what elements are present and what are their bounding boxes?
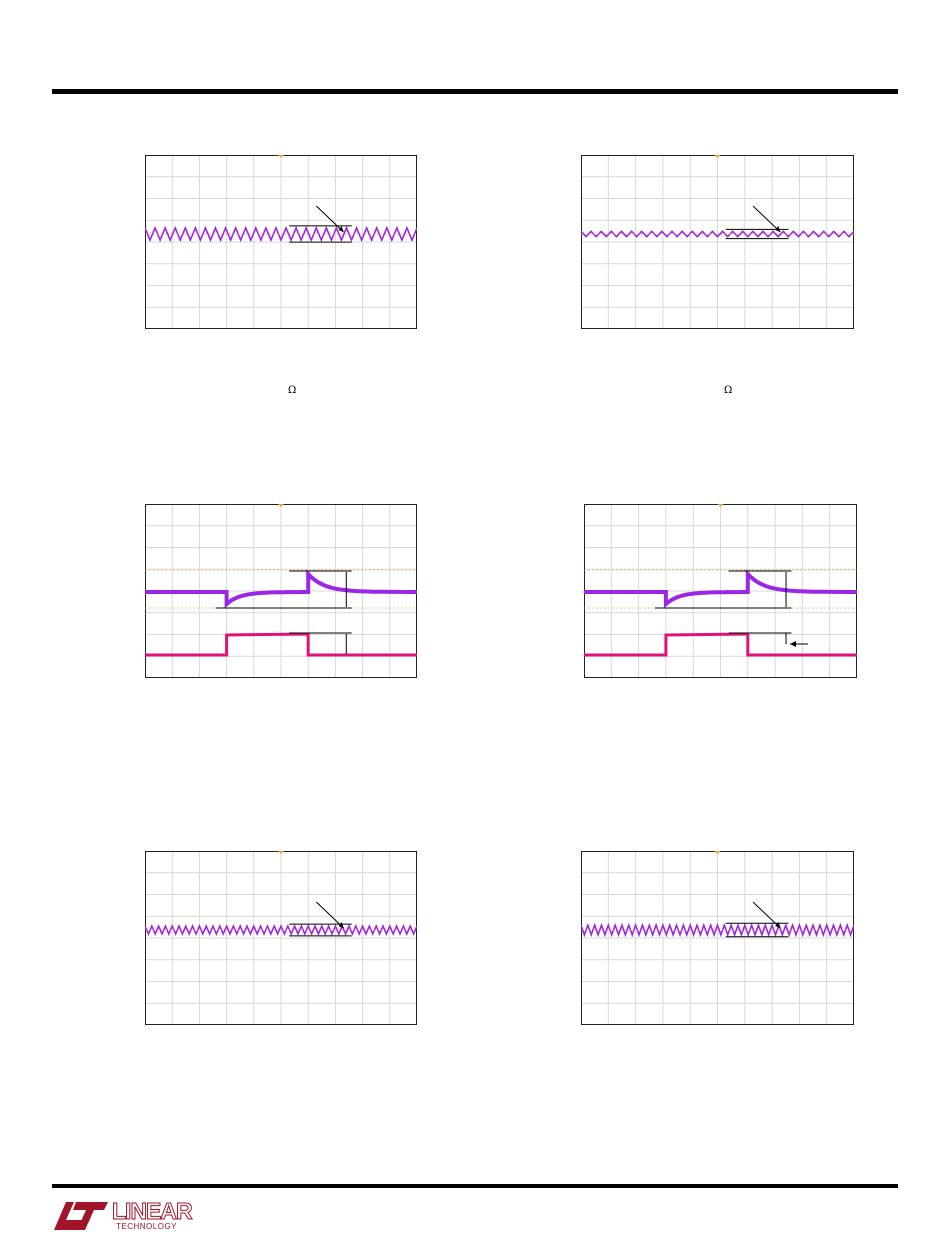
callout-arrowhead (338, 226, 344, 232)
scope-ripple-top-right-svg (581, 155, 854, 329)
trigger-marker (717, 504, 724, 507)
load-current-trace (145, 632, 417, 657)
caption-omega-left: Ω (288, 385, 297, 396)
pointer-arrowhead (790, 641, 797, 647)
linear-technology-logo: LINEAR TECHNOLOGY (52, 1196, 193, 1236)
caption-omega-right: Ω (724, 385, 733, 396)
load-current-trace (584, 632, 857, 657)
callout-pointer (752, 901, 781, 929)
callout-pointer (316, 205, 344, 233)
output-voltage-trace (584, 568, 857, 609)
header-rule (52, 89, 898, 94)
brand-wordmark: LINEAR (112, 1198, 194, 1224)
callout-arrowhead (775, 922, 781, 928)
lt-logo-mark-icon (54, 1202, 108, 1230)
output-voltage-trace (145, 568, 417, 609)
scope-transient-right (584, 504, 857, 678)
ripple-trace (145, 225, 417, 243)
ripple-trace (581, 922, 854, 938)
scope-ripple-bottom-left (145, 851, 417, 1025)
callout-arrowhead (775, 226, 781, 232)
scope-transient-right-svg (584, 504, 857, 678)
scope-ripple-top-right (581, 155, 854, 329)
ripple-trace (581, 230, 854, 238)
trigger-marker (278, 504, 284, 507)
scope-transient-left (145, 504, 417, 678)
callout-arrowhead (338, 922, 344, 928)
scope-ripple-bottom-left-svg (145, 851, 417, 1025)
trigger-marker (714, 851, 721, 854)
trigger-marker (278, 155, 284, 158)
callout-pointer (316, 901, 344, 929)
footer-rule (52, 1184, 898, 1188)
scope-ripple-bottom-right (581, 851, 854, 1025)
scope-transient-left-svg (145, 504, 417, 678)
scope-ripple-bottom-right-svg (581, 851, 854, 1025)
scope-ripple-top-left-svg (145, 155, 417, 329)
brand-wordmark-sub: TECHNOLOGY (116, 1222, 178, 1231)
ripple-trace (145, 923, 417, 937)
trigger-marker (714, 155, 721, 158)
callout-pointer (752, 205, 781, 233)
scope-ripple-top-left (145, 155, 417, 329)
trigger-marker (278, 851, 284, 854)
